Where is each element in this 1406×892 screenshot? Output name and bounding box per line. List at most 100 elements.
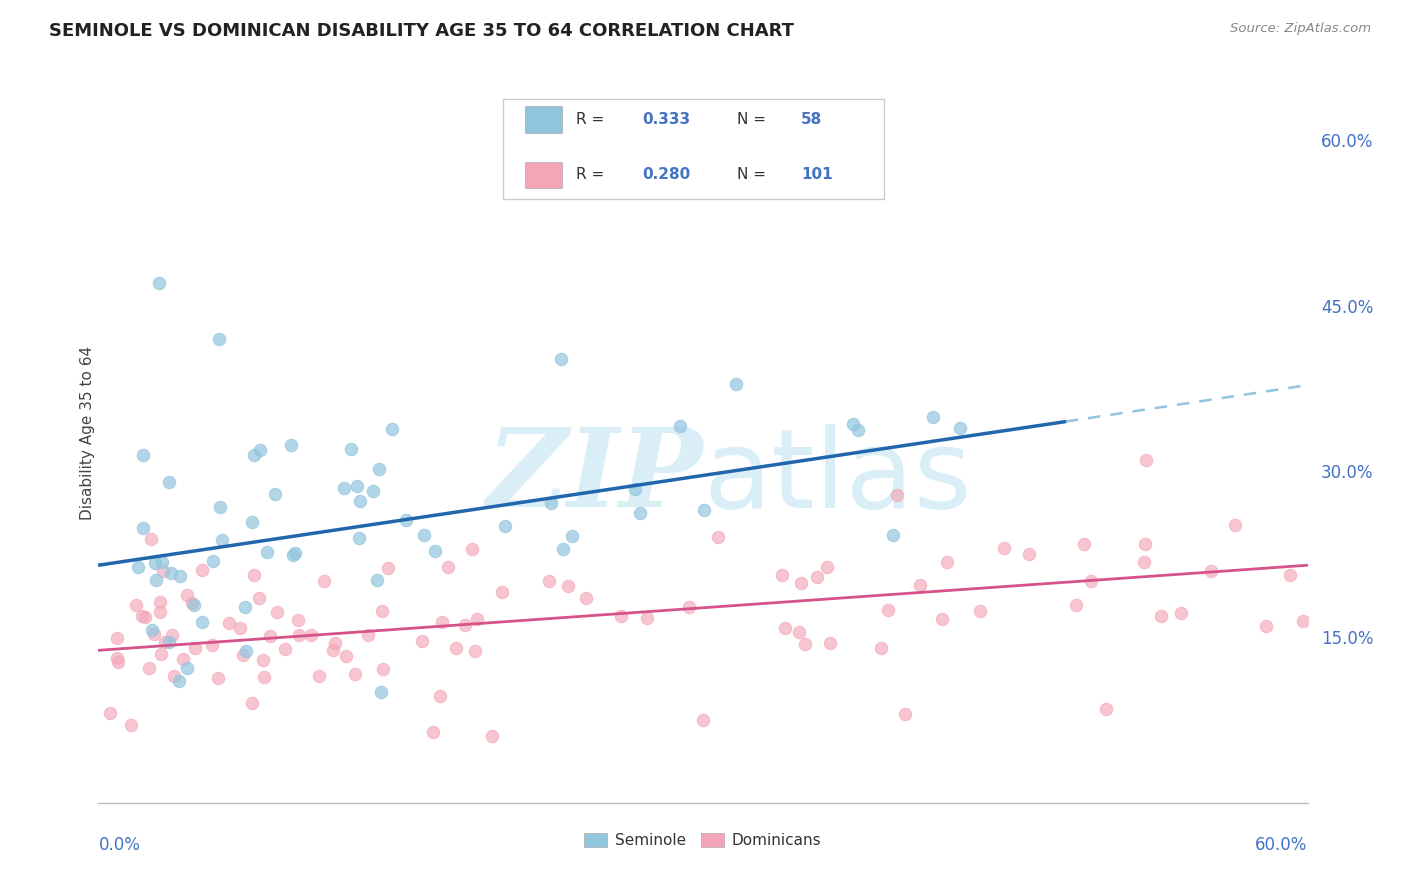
Point bbox=[259, 629, 281, 643]
Point bbox=[678, 600, 700, 615]
Point bbox=[148, 277, 170, 291]
Point bbox=[707, 531, 730, 545]
Point bbox=[201, 554, 224, 568]
Point bbox=[725, 376, 748, 391]
Point bbox=[134, 610, 156, 624]
Point bbox=[263, 487, 285, 501]
FancyBboxPatch shape bbox=[526, 106, 561, 133]
Point bbox=[169, 568, 191, 582]
Point bbox=[235, 644, 257, 658]
Text: 0.0%: 0.0% bbox=[98, 836, 141, 855]
Point bbox=[138, 661, 160, 675]
Point bbox=[1095, 702, 1118, 716]
Point bbox=[1170, 607, 1192, 621]
Point bbox=[240, 515, 263, 529]
Point bbox=[143, 556, 166, 570]
Point bbox=[247, 591, 270, 606]
Point bbox=[191, 563, 214, 577]
Point bbox=[842, 417, 865, 431]
Point bbox=[163, 669, 186, 683]
Point bbox=[287, 627, 309, 641]
Point bbox=[207, 671, 229, 685]
Text: N =: N = bbox=[737, 112, 766, 127]
Point bbox=[284, 546, 307, 560]
Point bbox=[162, 628, 184, 642]
Point bbox=[155, 634, 177, 648]
Point bbox=[787, 624, 810, 639]
Text: 101: 101 bbox=[801, 168, 832, 183]
Point bbox=[184, 641, 207, 656]
Point bbox=[886, 488, 908, 502]
Point bbox=[692, 503, 714, 517]
Point bbox=[346, 479, 368, 493]
Point bbox=[557, 579, 579, 593]
Point bbox=[1150, 609, 1173, 624]
Point bbox=[98, 706, 121, 720]
Point bbox=[361, 484, 384, 499]
Point bbox=[287, 613, 309, 627]
Point bbox=[1080, 574, 1102, 588]
Point bbox=[550, 352, 572, 367]
Text: atlas: atlas bbox=[703, 424, 972, 531]
Point bbox=[935, 555, 957, 569]
Point bbox=[249, 443, 271, 458]
Point bbox=[794, 637, 817, 651]
Point bbox=[139, 533, 162, 547]
Point bbox=[993, 541, 1015, 555]
Point bbox=[299, 627, 322, 641]
Point bbox=[610, 609, 633, 624]
FancyBboxPatch shape bbox=[526, 161, 561, 188]
Point bbox=[280, 438, 302, 452]
Point bbox=[464, 644, 486, 658]
Text: 58: 58 bbox=[801, 112, 823, 127]
Point bbox=[561, 529, 583, 543]
Point bbox=[1292, 614, 1315, 628]
Point bbox=[120, 718, 142, 732]
Point bbox=[877, 602, 900, 616]
Point bbox=[882, 528, 904, 542]
Point bbox=[377, 561, 399, 575]
Point bbox=[172, 652, 194, 666]
Point bbox=[432, 615, 454, 630]
Point bbox=[436, 560, 458, 574]
Point bbox=[150, 647, 173, 661]
Y-axis label: Disability Age 35 to 64: Disability Age 35 to 64 bbox=[80, 345, 94, 520]
Point bbox=[371, 662, 394, 676]
Point bbox=[339, 442, 361, 456]
Point bbox=[381, 422, 404, 436]
Point bbox=[624, 482, 647, 496]
Point bbox=[870, 641, 893, 656]
Point bbox=[481, 730, 503, 744]
Point bbox=[150, 555, 173, 569]
Point bbox=[208, 332, 231, 346]
Point bbox=[349, 494, 371, 508]
Point bbox=[357, 628, 380, 642]
Point bbox=[333, 481, 356, 495]
Point bbox=[491, 585, 513, 599]
Point bbox=[256, 545, 278, 559]
Text: Source: ZipAtlas.com: Source: ZipAtlas.com bbox=[1230, 22, 1371, 36]
Point bbox=[105, 650, 128, 665]
Point bbox=[281, 548, 304, 562]
Point bbox=[575, 591, 598, 605]
Point bbox=[201, 639, 224, 653]
Point bbox=[815, 560, 838, 574]
Point bbox=[183, 598, 205, 612]
Point bbox=[131, 609, 153, 624]
Point bbox=[669, 419, 692, 434]
Text: R =: R = bbox=[576, 112, 605, 127]
Point bbox=[446, 641, 468, 656]
Point bbox=[274, 642, 297, 657]
Point bbox=[1278, 568, 1301, 582]
Point bbox=[366, 573, 388, 587]
Point bbox=[818, 636, 841, 650]
Point bbox=[429, 689, 451, 703]
Point bbox=[540, 496, 562, 510]
Point bbox=[789, 575, 811, 590]
Point bbox=[806, 570, 828, 584]
Point bbox=[141, 623, 163, 637]
Point bbox=[465, 612, 488, 626]
Point bbox=[160, 566, 183, 581]
Point bbox=[132, 448, 155, 462]
Point bbox=[692, 713, 714, 727]
